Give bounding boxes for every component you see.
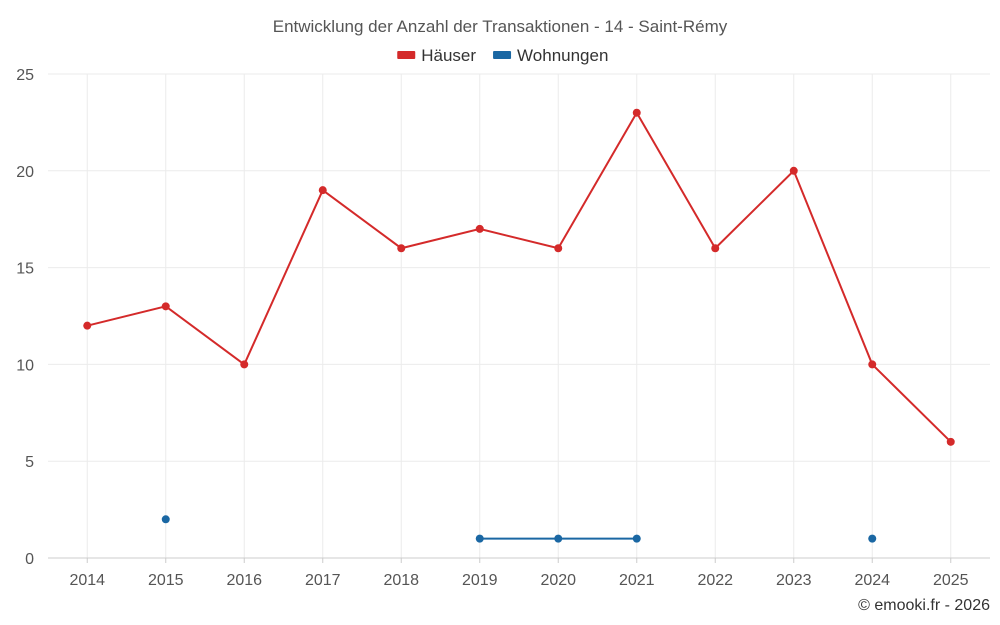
y-tick-label: 5 <box>25 454 34 471</box>
x-tick-label: 2022 <box>697 572 733 589</box>
x-tick-label: 2023 <box>776 572 812 589</box>
data-point[interactable] <box>868 534 877 543</box>
data-point[interactable] <box>632 108 641 117</box>
series-2 <box>161 515 877 543</box>
x-tick-label: 2018 <box>383 572 419 589</box>
x-tick-label: 2021 <box>619 572 655 589</box>
y-tick-label: 25 <box>16 67 34 84</box>
data-point[interactable] <box>554 534 563 543</box>
x-tick-label: 2016 <box>226 572 262 589</box>
data-point[interactable] <box>475 224 484 233</box>
x-tick-label: 2024 <box>854 572 890 589</box>
y-tick-label: 20 <box>16 164 34 181</box>
data-point[interactable] <box>240 360 249 369</box>
x-tick-label: 2014 <box>69 572 105 589</box>
data-point[interactable] <box>868 360 877 369</box>
data-point[interactable] <box>632 534 641 543</box>
data-point[interactable] <box>397 244 406 253</box>
data-point[interactable] <box>475 534 484 543</box>
y-tick-label: 10 <box>16 357 34 374</box>
grid <box>48 73 990 559</box>
series-layer <box>83 108 955 543</box>
x-tick-label: 2015 <box>148 572 184 589</box>
data-point[interactable] <box>554 244 563 253</box>
x-tick-label: 2020 <box>540 572 576 589</box>
series-line <box>87 110 952 443</box>
data-point[interactable] <box>946 437 955 446</box>
y-tick-label: 15 <box>16 261 34 278</box>
data-point[interactable] <box>83 321 92 330</box>
data-point[interactable] <box>318 186 327 195</box>
credit-text: © emooki.fr - 2026 <box>858 597 990 614</box>
legend-label[interactable]: Häuser <box>421 46 476 65</box>
x-tick-label: 2025 <box>933 572 969 589</box>
chart-title: Entwicklung der Anzahl der Transaktionen… <box>273 17 728 36</box>
y-tick-label: 0 <box>25 551 34 568</box>
x-tick-label: 2019 <box>462 572 498 589</box>
x-tick-label: 2017 <box>305 572 341 589</box>
legend-label[interactable]: Wohnungen <box>517 46 608 65</box>
legend-swatch <box>493 51 512 59</box>
data-point[interactable] <box>161 302 170 311</box>
legend: Häuser Wohnungen <box>397 46 608 65</box>
legend-swatch <box>397 51 416 59</box>
data-point[interactable] <box>789 166 798 175</box>
data-point[interactable] <box>161 515 170 524</box>
data-point[interactable] <box>711 244 720 253</box>
series-1 <box>83 108 955 446</box>
